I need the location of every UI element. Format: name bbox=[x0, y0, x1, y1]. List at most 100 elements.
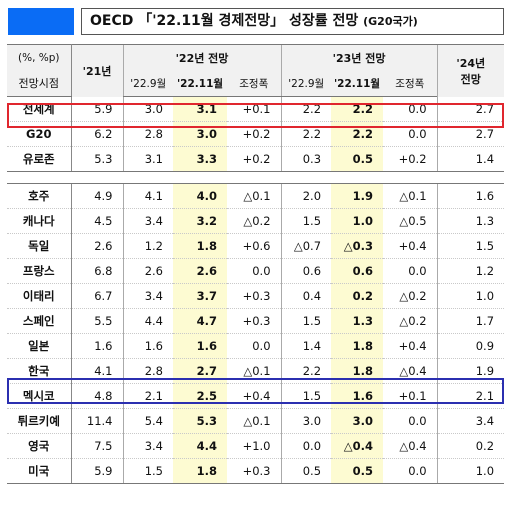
cell-y22-nov: 3.7 bbox=[173, 283, 227, 309]
unit-label: (%, %p) bbox=[7, 44, 72, 71]
row-name: 튀르키예 bbox=[7, 408, 72, 434]
table-row: 전세계 5.9 3.0 3.1 +0.1 2.2 2.2 0.0 2.7 bbox=[7, 96, 505, 122]
cell-y21: 1.6 bbox=[71, 333, 123, 359]
cell-y22-adj: +0.1 bbox=[227, 96, 282, 122]
cell-y23-nov: 3.0 bbox=[331, 408, 384, 434]
cell-y22-nov: 2.6 bbox=[173, 258, 227, 284]
cell-y23-adj: +0.2 bbox=[383, 146, 438, 172]
cell-y23-nov: 0.5 bbox=[331, 146, 384, 172]
cell-y24: 2.7 bbox=[436, 96, 505, 122]
cell-y22-sep: 3.0 bbox=[122, 96, 173, 122]
cell-y23-adj: △0.4 bbox=[383, 358, 438, 384]
table-row: 한국 4.1 2.8 2.7 △0.1 2.2 1.8 △0.4 1.9 bbox=[7, 358, 505, 384]
subheader-22-nov: '22.11월 bbox=[173, 70, 227, 97]
cell-y22-adj: △0.1 bbox=[227, 408, 282, 434]
cell-y22-nov: 1.8 bbox=[173, 233, 227, 259]
cell-y24: 1.0 bbox=[436, 283, 505, 309]
cell-y23-nov: △0.4 bbox=[331, 433, 384, 459]
cell-y22-adj: △0.1 bbox=[227, 183, 282, 209]
cell-y21: 7.5 bbox=[71, 433, 123, 459]
cell-y24: 2.1 bbox=[436, 383, 505, 409]
header-row-2: 전망시점 '22.9월 '22.11월 조정폭 '22.9월 '22.11월 조… bbox=[7, 70, 504, 97]
cell-y23-adj: +0.1 bbox=[383, 383, 438, 409]
cell-y23-nov: △0.3 bbox=[331, 233, 384, 259]
cell-y22-adj: 0.0 bbox=[227, 258, 282, 284]
cell-y22-adj: 0.0 bbox=[227, 333, 282, 359]
cell-y23-sep: 3.0 bbox=[280, 408, 332, 434]
cell-y23-sep: 0.6 bbox=[280, 258, 332, 284]
cell-y23-nov: 0.6 bbox=[331, 258, 384, 284]
cell-y22-nov: 5.3 bbox=[173, 408, 227, 434]
cell-y23-nov: 1.3 bbox=[331, 308, 384, 334]
header-2022: '22년 전망 bbox=[122, 44, 282, 71]
cell-y24: 1.2 bbox=[436, 258, 505, 284]
row-name: 호주 bbox=[7, 183, 72, 209]
subheader-22-sep: '22.9월 bbox=[122, 70, 173, 97]
cell-y22-nov: 3.1 bbox=[173, 96, 227, 122]
cell-y22-sep: 4.4 bbox=[122, 308, 173, 334]
cell-y22-sep: 2.8 bbox=[122, 358, 173, 384]
table-row: 캐나다 4.5 3.4 3.2 △0.2 1.5 1.0 △0.5 1.3 bbox=[7, 208, 505, 234]
row-name: 일본 bbox=[7, 333, 72, 359]
row-name: G20 bbox=[7, 121, 72, 147]
cell-y21: 5.9 bbox=[71, 96, 123, 122]
table-title: OECD 「'22.11월 경제전망」 성장률 전망 (G20국가) bbox=[81, 8, 504, 35]
cell-y21: 4.8 bbox=[71, 383, 123, 409]
cell-y21: 4.9 bbox=[71, 183, 123, 209]
cell-y22-nov: 2.7 bbox=[173, 358, 227, 384]
cell-y22-adj: +0.4 bbox=[227, 383, 282, 409]
row-name: 독일 bbox=[7, 233, 72, 259]
cell-y24: 0.9 bbox=[436, 333, 505, 359]
cell-y22-nov: 3.2 bbox=[173, 208, 227, 234]
header-2021: '21년 bbox=[71, 44, 123, 97]
header-2023: '23년 전망 bbox=[280, 44, 438, 71]
cell-y22-sep: 3.4 bbox=[122, 283, 173, 309]
subheader-22-adj: 조정폭 bbox=[227, 70, 282, 97]
cell-y21: 4.1 bbox=[71, 358, 123, 384]
row-name: 스페인 bbox=[7, 308, 72, 334]
row-label-header: 전망시점 bbox=[7, 70, 72, 97]
cell-y24: 1.9 bbox=[436, 358, 505, 384]
cell-y24: 0.2 bbox=[436, 433, 505, 459]
aggregate-rows: 전세계 5.9 3.0 3.1 +0.1 2.2 2.2 0.0 2.7 G20 6.2 2.8 3.0… bbox=[7, 96, 505, 172]
cell-y22-adj: △0.1 bbox=[227, 358, 282, 384]
cell-y23-sep: 0.0 bbox=[280, 433, 332, 459]
cell-y22-sep: 1.2 bbox=[122, 233, 173, 259]
header-2024: '24년 전망 bbox=[436, 44, 505, 97]
cell-y22-nov: 4.7 bbox=[173, 308, 227, 334]
growth-forecast-table: (%, %p) '21년 '22년 전망 '23년 전망 '24년 전망 전망시… bbox=[7, 44, 505, 484]
cell-y24: 3.4 bbox=[436, 408, 505, 434]
row-name: 이태리 bbox=[7, 283, 72, 309]
cell-y23-sep: 1.5 bbox=[280, 308, 332, 334]
row-name: 멕시코 bbox=[7, 383, 72, 409]
row-name: 유로존 bbox=[7, 146, 72, 172]
cell-y24: 1.3 bbox=[436, 208, 505, 234]
cell-y22-sep: 2.1 bbox=[122, 383, 173, 409]
cell-y23-nov: 0.2 bbox=[331, 283, 384, 309]
cell-y22-sep: 2.8 bbox=[122, 121, 173, 147]
cell-y23-adj: 0.0 bbox=[383, 258, 438, 284]
header-row-1: (%, %p) '21년 '22년 전망 '23년 전망 '24년 전망 bbox=[7, 44, 505, 97]
cell-y23-nov: 1.6 bbox=[331, 383, 384, 409]
cell-y22-adj: +1.0 bbox=[227, 433, 282, 459]
cell-y22-adj: +0.6 bbox=[227, 233, 282, 259]
table-row: 멕시코 4.8 2.1 2.5 +0.4 1.5 1.6 +0.1 2.1 bbox=[7, 383, 505, 409]
cell-y23-sep: 0.3 bbox=[280, 146, 332, 172]
cell-y21: 5.9 bbox=[71, 458, 123, 484]
report-header: OECD 「'22.11월 경제전망」 성장률 전망 (G20국가) bbox=[6, 6, 505, 36]
cell-y22-nov: 3.3 bbox=[173, 146, 227, 172]
table-row: 영국 7.5 3.4 4.4 +1.0 0.0 △0.4 △0.4 0.2 bbox=[7, 433, 505, 459]
table-row: 유로존 5.3 3.1 3.3 +0.2 0.3 0.5 +0.2 1.4 bbox=[7, 146, 505, 172]
table-row: 프랑스 6.8 2.6 2.6 0.0 0.6 0.6 0.0 1.2 bbox=[7, 258, 505, 284]
table-row: G20 6.2 2.8 3.0 +0.2 2.2 2.2 0.0 2.7 bbox=[7, 121, 505, 147]
cell-y23-nov: 1.8 bbox=[331, 333, 384, 359]
cell-y23-sep: 1.5 bbox=[280, 208, 332, 234]
table-row: 일본 1.6 1.6 1.6 0.0 1.4 1.8 +0.4 0.9 bbox=[7, 333, 505, 359]
cell-y23-nov: 1.8 bbox=[331, 358, 384, 384]
cell-y23-adj: 0.0 bbox=[383, 121, 438, 147]
cell-y22-sep: 3.4 bbox=[122, 208, 173, 234]
cell-y23-nov: 2.2 bbox=[331, 121, 384, 147]
header-2024-label: 전망 bbox=[460, 72, 481, 86]
cell-y23-adj: △0.5 bbox=[383, 208, 438, 234]
cell-y23-sep: 2.2 bbox=[280, 358, 332, 384]
